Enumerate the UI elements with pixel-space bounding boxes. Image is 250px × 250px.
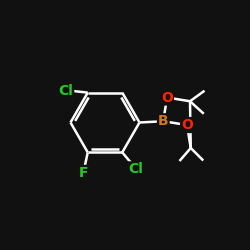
Text: B: B [158, 114, 168, 128]
Text: O: O [161, 90, 173, 104]
Text: Cl: Cl [128, 162, 144, 176]
Text: Cl: Cl [58, 84, 73, 98]
Text: O: O [181, 118, 193, 132]
Text: F: F [78, 166, 88, 180]
